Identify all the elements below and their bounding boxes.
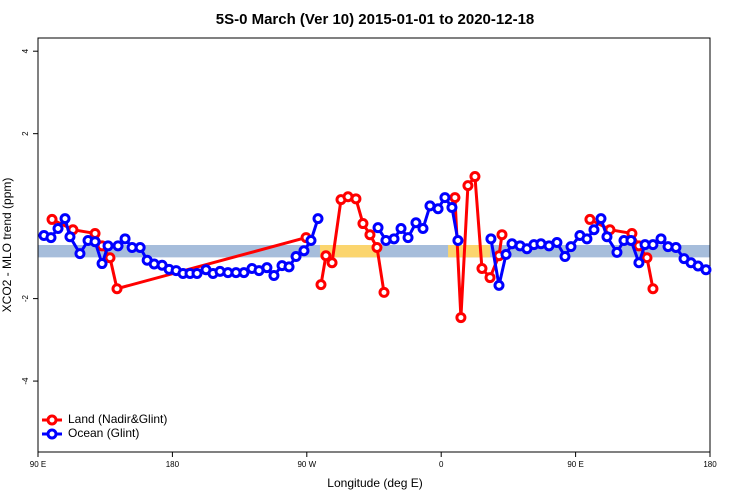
data-point (449, 192, 461, 204)
highlight-range (448, 245, 491, 258)
data-point (298, 245, 310, 257)
legend-marker (46, 414, 58, 426)
data-point (74, 248, 86, 260)
data-point (484, 272, 496, 284)
x-tick-label: 90 E (30, 460, 46, 469)
data-point (452, 234, 464, 246)
data-point (357, 218, 369, 230)
data-point (378, 286, 390, 298)
data-point (601, 231, 613, 243)
data-point (647, 239, 659, 251)
data-point (670, 241, 682, 253)
legend-marker (46, 428, 58, 440)
data-point (364, 229, 376, 241)
data-point (371, 241, 383, 253)
data-point (305, 234, 317, 246)
data-point (191, 267, 203, 279)
data-point (290, 251, 302, 263)
data-point (446, 201, 458, 213)
x-axis-label: Longitude (deg E) (327, 476, 422, 490)
data-point (496, 229, 508, 241)
data-point (315, 279, 327, 291)
x-tick-label: 0 (439, 460, 444, 469)
x-tick-label: 90 E (567, 460, 583, 469)
data-point (96, 258, 108, 270)
y-axis-label: XCO2 - MLO trend (ppm) (0, 178, 14, 313)
data-point (102, 240, 114, 252)
data-point (59, 213, 71, 225)
data-point (625, 234, 637, 246)
y-tick-label: 2 (21, 131, 30, 136)
data-point (700, 264, 712, 276)
data-point (469, 171, 481, 183)
y-tick-label: 4 (21, 48, 30, 53)
data-point (111, 283, 123, 295)
x-tick-label: 180 (703, 460, 717, 469)
data-point (417, 223, 429, 235)
data-point (462, 180, 474, 192)
data-point (595, 213, 607, 225)
y-tick-label: -4 (21, 377, 30, 385)
data-point (559, 251, 571, 263)
data-point (655, 233, 667, 245)
data-point (476, 263, 488, 275)
data-point (485, 233, 497, 245)
y-tick-label: -2 (21, 295, 30, 303)
data-point (647, 283, 659, 295)
data-point (326, 257, 338, 269)
data-point (64, 231, 76, 243)
data-point (283, 261, 295, 273)
data-point (584, 213, 596, 225)
legend-label: Land (Nadir&Glint) (68, 412, 167, 426)
data-point (395, 223, 407, 235)
data-point (312, 213, 324, 225)
data-point (45, 232, 57, 244)
data-point (89, 236, 101, 248)
plot-frame (37, 37, 711, 453)
data-point (633, 257, 645, 269)
data-point (551, 237, 563, 249)
data-point (350, 193, 362, 205)
data-point (439, 192, 451, 204)
data-point (52, 223, 64, 235)
data-point (500, 248, 512, 260)
data-point (134, 241, 146, 253)
x-tick-label: 90 W (297, 460, 316, 469)
data-point (261, 262, 273, 274)
data-point (104, 252, 116, 264)
data-point (565, 241, 577, 253)
data-point (493, 279, 505, 291)
data-point (46, 213, 58, 225)
data-point (402, 232, 414, 244)
data-point (268, 270, 280, 282)
data-point (372, 222, 384, 234)
data-point (112, 240, 124, 252)
data-point (119, 233, 131, 245)
x-tick-label: 180 (166, 460, 180, 469)
data-point (388, 233, 400, 245)
chart-title: 5S-0 March (Ver 10) 2015-01-01 to 2020-1… (216, 11, 535, 28)
data-point (611, 246, 623, 258)
data-point (432, 203, 444, 215)
data-point (455, 312, 467, 324)
data-point (320, 250, 332, 262)
data-point (588, 224, 600, 236)
legend-label: Ocean (Glint) (68, 426, 139, 440)
data-point (581, 233, 593, 245)
data-point (410, 217, 422, 229)
data-point (641, 252, 653, 264)
data-point (238, 267, 250, 279)
